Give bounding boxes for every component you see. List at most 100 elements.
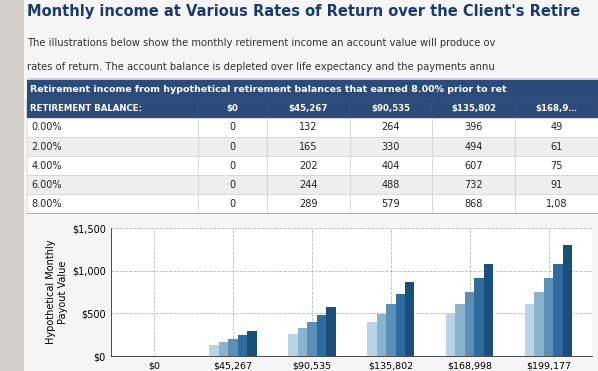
Bar [209, 345, 219, 356]
Bar [456, 303, 465, 356]
Text: 244: 244 [299, 180, 318, 190]
Text: 165: 165 [299, 142, 318, 151]
Bar [515, 137, 598, 156]
Bar [432, 137, 515, 156]
Bar [27, 156, 198, 175]
Text: $168,9…: $168,9… [536, 104, 578, 113]
Text: $90,535: $90,535 [371, 104, 410, 113]
Bar [267, 137, 350, 156]
Bar [198, 118, 267, 137]
Bar [367, 322, 377, 356]
Bar [465, 292, 474, 356]
Text: 0: 0 [230, 199, 236, 209]
Bar [198, 156, 267, 175]
Bar [288, 334, 298, 356]
Bar [515, 156, 598, 175]
Text: 0: 0 [230, 122, 236, 132]
Bar [432, 156, 515, 175]
Text: rates of return. The account balance is depleted over life expectancy and the pa: rates of return. The account balance is … [27, 62, 495, 72]
Bar [515, 194, 598, 213]
Text: 8.00%: 8.00% [32, 199, 62, 209]
Text: 494: 494 [465, 142, 483, 151]
Text: 0: 0 [230, 161, 236, 171]
Text: 75: 75 [550, 161, 563, 171]
Bar [350, 137, 432, 156]
Text: 488: 488 [382, 180, 400, 190]
Bar [515, 118, 598, 137]
Bar [27, 137, 198, 156]
Bar [474, 278, 484, 356]
Bar [198, 99, 267, 118]
Bar [267, 156, 350, 175]
Bar [247, 332, 257, 356]
Bar [350, 194, 432, 213]
Text: 404: 404 [382, 161, 400, 171]
Text: 49: 49 [551, 122, 563, 132]
Text: 607: 607 [465, 161, 483, 171]
Text: 2.00%: 2.00% [32, 142, 62, 151]
Text: 202: 202 [299, 161, 318, 171]
Text: 6.00%: 6.00% [32, 180, 62, 190]
Bar [535, 292, 544, 356]
Bar [228, 339, 237, 356]
Bar [27, 80, 598, 99]
Bar [267, 99, 350, 118]
Bar [307, 322, 316, 356]
Bar [198, 137, 267, 156]
Text: $0: $0 [227, 104, 239, 113]
Text: 1,08: 1,08 [546, 199, 568, 209]
Text: 91: 91 [551, 180, 563, 190]
Text: Monthly income at Various Rates of Return over the Client's Retire: Monthly income at Various Rates of Retur… [27, 4, 580, 19]
Bar [515, 175, 598, 194]
Bar [350, 99, 432, 118]
Bar [350, 118, 432, 137]
Bar [27, 194, 198, 213]
Bar [27, 118, 198, 137]
Y-axis label: Hypothetical Monthly
Payout Value: Hypothetical Monthly Payout Value [46, 240, 68, 344]
Bar [219, 342, 228, 356]
Text: 132: 132 [299, 122, 318, 132]
Text: $45,267: $45,267 [288, 104, 328, 113]
Bar [377, 314, 386, 356]
Bar [27, 99, 198, 118]
Bar [432, 99, 515, 118]
Bar [432, 194, 515, 213]
Bar [316, 315, 326, 356]
Bar [405, 282, 414, 356]
Text: 579: 579 [382, 199, 400, 209]
Bar [27, 175, 198, 194]
Text: 289: 289 [299, 199, 318, 209]
Bar [350, 175, 432, 194]
Text: 396: 396 [465, 122, 483, 132]
Bar [298, 328, 307, 356]
Bar [395, 294, 405, 356]
Bar [198, 194, 267, 213]
Bar [563, 245, 572, 356]
Bar [198, 175, 267, 194]
Bar [237, 335, 247, 356]
Text: 264: 264 [382, 122, 400, 132]
Bar [432, 175, 515, 194]
Bar [432, 118, 515, 137]
Text: Retirement income from hypothetical retirement balances that earned 8.00% prior : Retirement income from hypothetical reti… [30, 85, 507, 94]
Text: $135,802: $135,802 [451, 104, 496, 113]
Text: 868: 868 [465, 199, 483, 209]
Bar [515, 99, 598, 118]
Text: 61: 61 [551, 142, 563, 151]
Bar [446, 314, 456, 356]
Bar [386, 304, 395, 356]
Bar [525, 303, 535, 356]
Bar [267, 194, 350, 213]
Text: The illustrations below show the monthly retirement income an account value will: The illustrations below show the monthly… [27, 37, 495, 47]
Bar [544, 278, 553, 356]
Text: 330: 330 [382, 142, 400, 151]
Bar [267, 175, 350, 194]
Text: 0: 0 [230, 142, 236, 151]
Text: RETIREMENT BALANCE:: RETIREMENT BALANCE: [30, 104, 142, 113]
Bar [326, 307, 335, 356]
Text: 4.00%: 4.00% [32, 161, 62, 171]
Text: 0: 0 [230, 180, 236, 190]
Bar [350, 156, 432, 175]
Bar [553, 264, 563, 356]
Text: 0.00%: 0.00% [32, 122, 62, 132]
